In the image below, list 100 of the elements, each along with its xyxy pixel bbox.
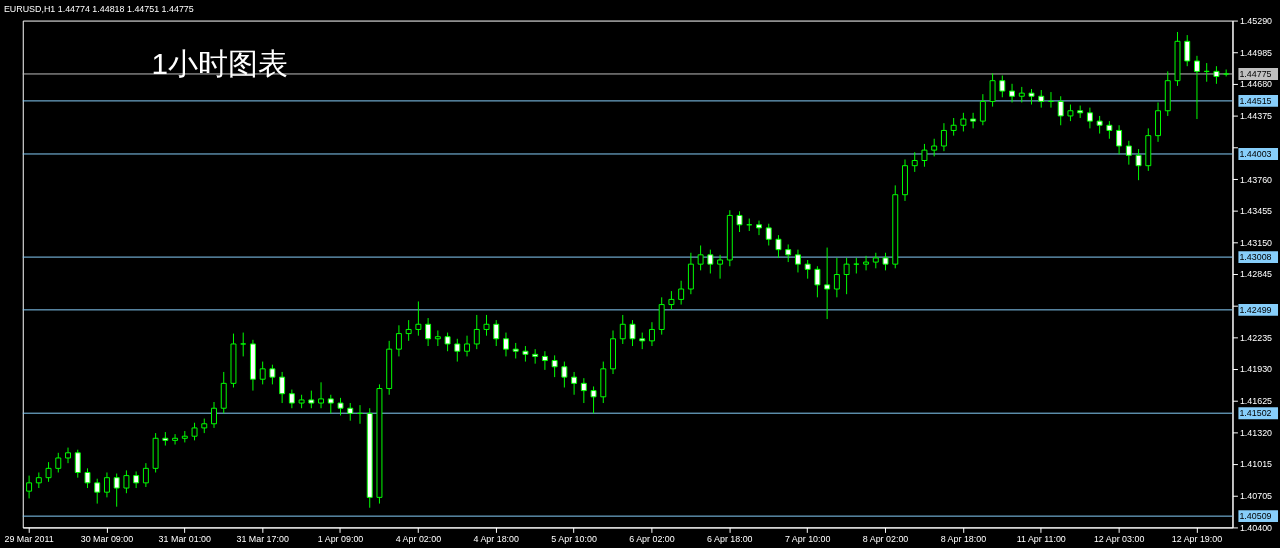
candlestick [405,319,412,342]
y-tick-label: 1.41320 [1239,427,1273,438]
candlestick [1009,83,1016,103]
y-tick-label: 1.44375 [1239,110,1273,121]
candlestick [1184,34,1191,67]
x-tick-label: 30 Mar 09:00 [80,533,134,544]
candlestick [269,364,276,385]
y-tick-label: 1.44985 [1239,47,1273,58]
candlestick [804,259,811,280]
y-tick-label: 1.43760 [1239,174,1273,185]
candlestick [318,381,325,409]
candlestick [133,470,140,489]
candlestick [590,385,597,414]
y-tick-label: 1.41625 [1239,395,1273,406]
x-tick-label: 6 Apr 02:00 [629,533,675,544]
candlestick [45,461,52,483]
ref-line-label: 1.44003 [1239,148,1272,159]
candlestick [921,143,928,168]
y-tick-label: 1.42845 [1239,269,1273,280]
candlestick [444,332,451,352]
candlestick [911,151,918,173]
candlestick [717,254,724,280]
candlestick [551,354,558,378]
x-tick-label: 11 Apr 11:00 [1016,533,1066,544]
candlestick [65,447,71,464]
candlestick [84,467,91,489]
candlestick [580,377,587,404]
candlestick [415,300,422,337]
y-tick-label: 1.43150 [1239,237,1273,248]
candlestick [989,72,996,108]
x-tick-label: 31 Mar 01:00 [158,533,212,544]
x-tick-label: 4 Apr 18:00 [473,533,520,544]
x-tick-label: 4 Apr 02:00 [395,533,442,544]
ref-line-label: 1.44775 [1239,68,1272,79]
y-tick-label: 1.41930 [1239,364,1273,375]
candlestick [765,223,772,246]
x-tick-label: 12 Apr 03:00 [1093,533,1145,544]
annotation: 1小时图表 [151,47,288,81]
candlestick [833,257,840,298]
candlestick [697,245,704,271]
x-tick-label: 8 Apr 18:00 [940,533,987,544]
candlestick [1193,55,1200,120]
candlestick [629,319,636,347]
candlestick [113,473,120,508]
ref-line-label: 1.43008 [1239,252,1272,263]
candlestick [211,401,217,429]
candlestick [288,389,295,409]
candlestick [960,112,967,132]
candlestick [979,93,986,126]
candlestick [327,394,334,414]
candlestick [1135,148,1142,181]
candlestick [619,314,626,345]
candlestick [648,321,655,347]
candlestick [940,122,947,152]
candlestick [454,338,461,363]
x-tick-label: 12 Apr 19:00 [1171,533,1223,544]
x-tick-label: 8 Apr 02:00 [862,533,909,544]
chart-title: EURUSD,H1 1.44774 1.44818 1.44751 1.44775 [3,3,194,14]
candlestick [425,317,432,347]
candlestick [678,280,685,306]
candlestick [123,469,130,494]
ref-line-label: 1.41502 [1239,408,1272,419]
x-tick-label: 6 Apr 18:00 [707,533,753,544]
candlestick [473,314,480,350]
y-tick-label: 1.41015 [1239,459,1273,470]
candlestick [561,361,568,388]
candlestick [736,210,743,233]
candlestick [395,324,402,357]
candlestick [503,332,509,357]
y-tick-label: 1.44680 [1239,79,1273,90]
candlestick [279,371,286,404]
candlestick [999,75,1006,98]
candlestick [571,371,578,396]
candlestick [142,462,149,488]
ref-line-label: 1.40509 [1239,511,1272,522]
candlestick [1116,124,1123,155]
candlestick [1057,95,1064,126]
candlestick [824,247,831,320]
y-tick-label: 1.45290 [1239,16,1273,27]
candlestick [1086,107,1093,129]
x-tick-label: 5 Apr 10:00 [551,533,597,544]
candlestick [103,471,110,498]
candlestick [794,249,801,273]
candlestick [493,319,500,347]
candlestick [541,350,548,371]
candlestick [1125,140,1132,166]
candlestick [775,234,782,259]
candlestick [94,478,101,505]
candlestick [814,265,821,298]
y-tick-label: 1.40705 [1239,491,1273,502]
y-tick-label: 1.40400 [1239,522,1273,533]
candlestick [172,433,179,446]
candlestick [55,452,62,473]
candlestick [483,314,490,337]
candlestick [707,249,714,274]
candlestick [863,255,870,271]
candlestick [668,290,675,311]
x-tick-label: 1 Apr 09:00 [317,533,364,544]
x-tick-label: 29 Mar 2011 [4,533,54,544]
ref-line-label: 1.42499 [1239,304,1272,315]
